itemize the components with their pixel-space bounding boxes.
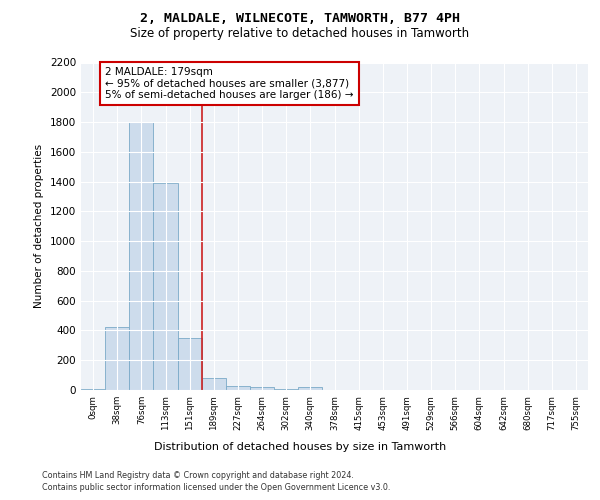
Text: Contains public sector information licensed under the Open Government Licence v3: Contains public sector information licen… (42, 484, 391, 492)
Y-axis label: Number of detached properties: Number of detached properties (34, 144, 44, 308)
Text: 2 MALDALE: 179sqm
← 95% of detached houses are smaller (3,877)
5% of semi-detach: 2 MALDALE: 179sqm ← 95% of detached hous… (105, 67, 353, 100)
Bar (298, 387, 322, 390)
Text: Contains HM Land Registry data © Crown copyright and database right 2024.: Contains HM Land Registry data © Crown c… (42, 471, 354, 480)
Text: Distribution of detached houses by size in Tamworth: Distribution of detached houses by size … (154, 442, 446, 452)
Bar (226, 386, 250, 390)
Bar (250, 387, 274, 390)
Bar (81, 388, 105, 390)
Bar (129, 122, 154, 390)
Bar (178, 338, 202, 390)
Bar (202, 378, 226, 390)
Bar (274, 388, 298, 390)
Text: 2, MALDALE, WILNECOTE, TAMWORTH, B77 4PH: 2, MALDALE, WILNECOTE, TAMWORTH, B77 4PH (140, 12, 460, 26)
Text: Size of property relative to detached houses in Tamworth: Size of property relative to detached ho… (130, 28, 470, 40)
Bar (105, 328, 129, 390)
Bar (154, 183, 178, 390)
